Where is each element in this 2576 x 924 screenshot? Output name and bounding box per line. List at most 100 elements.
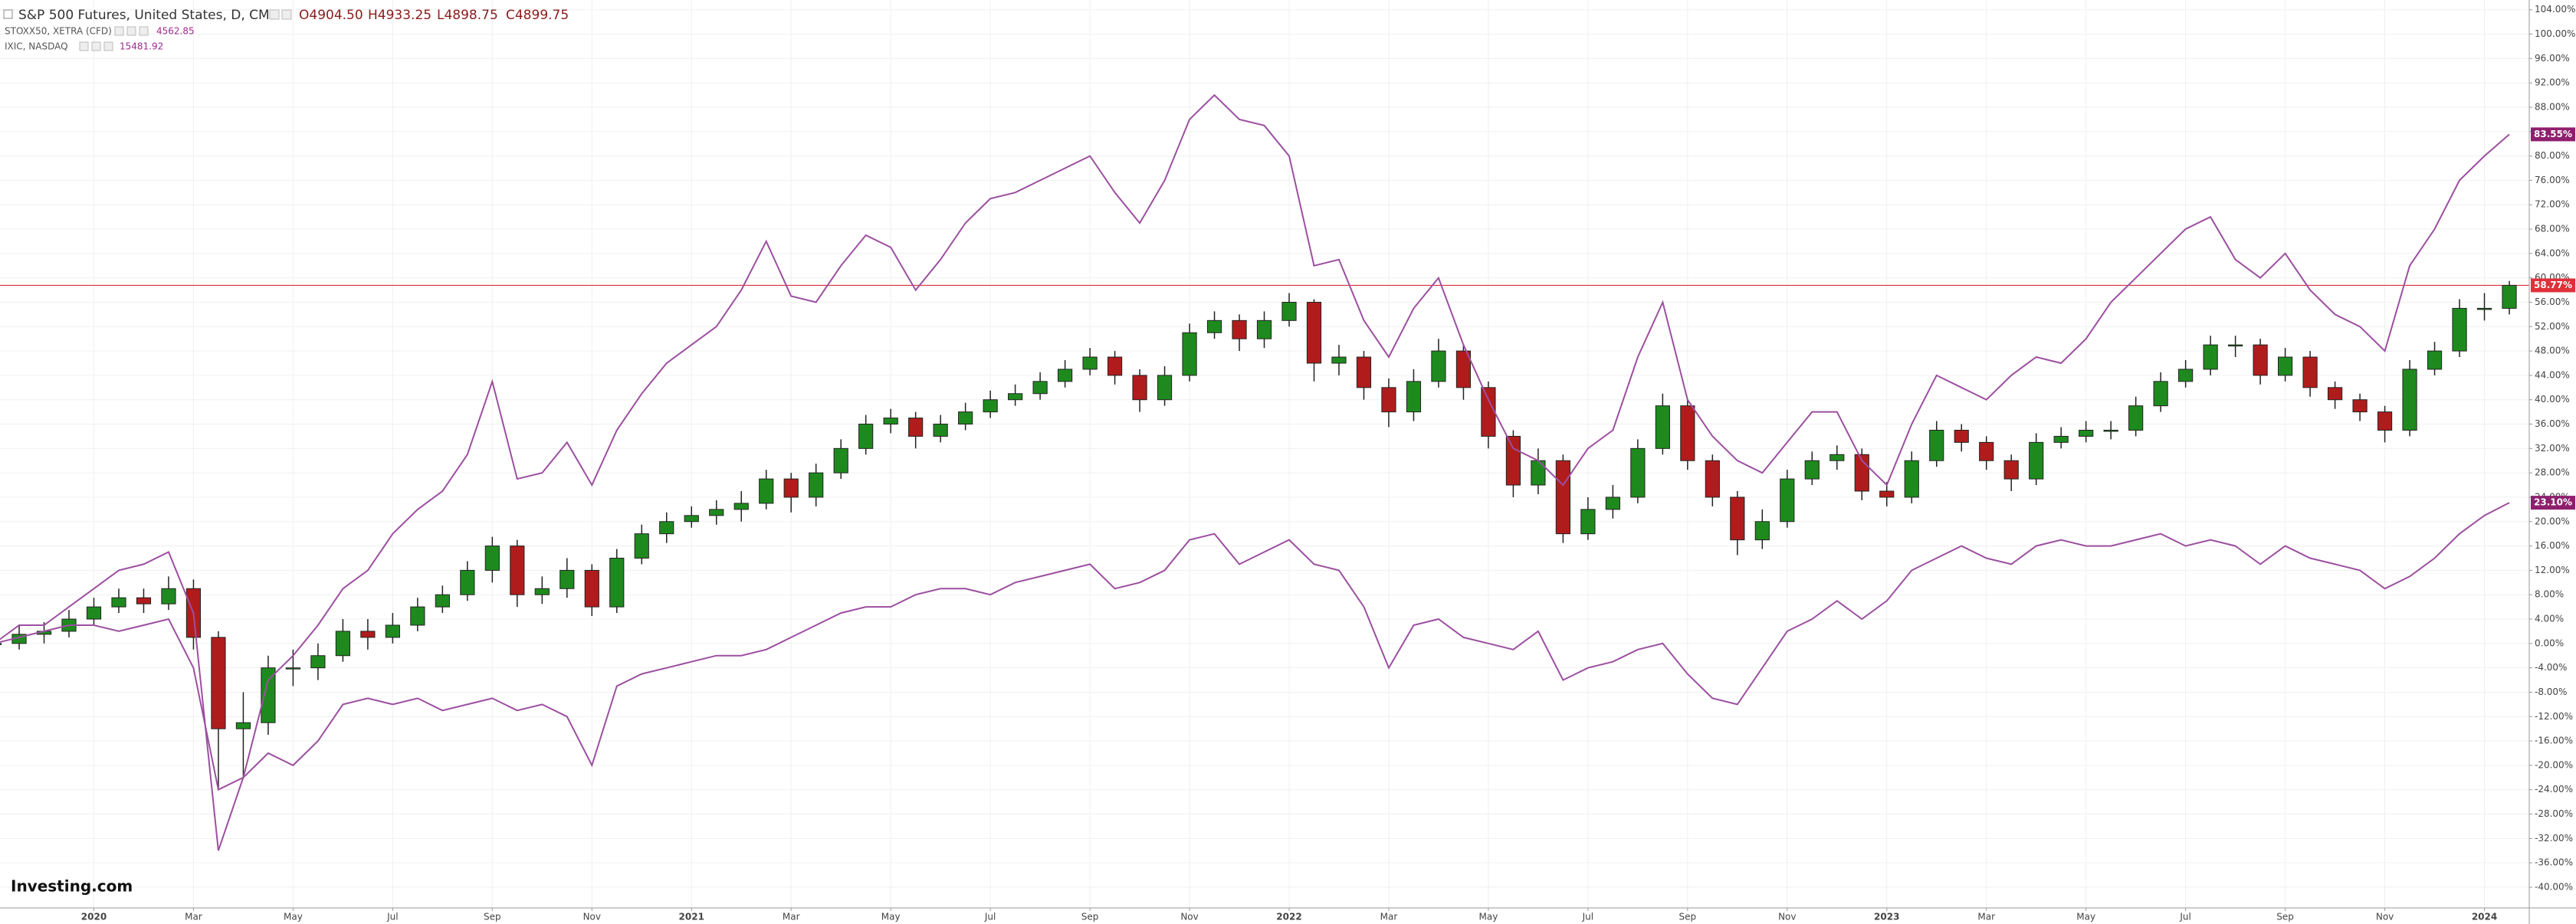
y-tick-label: -16.00% [2535,736,2573,746]
price-label: 58.77% [2534,280,2572,290]
legend-button[interactable] [269,9,280,20]
candle-body [484,546,500,571]
y-tick-label: 16.00% [2535,540,2570,551]
candle-body [609,557,625,608]
y-tick-label: 96.00% [2535,53,2570,64]
candle-body [659,521,674,535]
price-badge [2531,278,2575,293]
candle-body [235,722,251,729]
y-tick-label: 12.00% [2535,565,2570,575]
candle-body [1008,393,1023,401]
candle-body [1281,301,1297,321]
y-tick-label: 4.00% [2535,614,2564,624]
candle-body [0,643,2,645]
candle-body [1232,319,1247,339]
candle-body [1730,496,1745,541]
y-tick-label: 64.00% [2535,247,2570,258]
candle-body [1655,405,1670,449]
candle-body [435,594,450,608]
y-tick-label: -28.00% [2535,808,2573,819]
x-tick-label: 2021 [679,912,704,922]
y-tick-label: 48.00% [2535,346,2570,356]
candle-body [2153,381,2168,407]
candle-body [883,418,898,425]
candle-body [983,399,998,413]
legend-button[interactable] [114,26,124,36]
x-tick-label: Jul [2179,912,2190,922]
last-labels: 23.10% 83.55% 58.77% [2531,127,2575,510]
candle-body [908,418,924,437]
x-tick-label: Nov [583,912,601,922]
y-tick-label: 8.00% [2535,589,2564,600]
y-tick-label: 80.00% [2535,150,2570,161]
candle-body [1406,381,1422,413]
y-tick-label: 76.00% [2535,175,2570,185]
last-value-label: 23.10% [2534,497,2572,508]
x-tick-label: Jul [386,912,398,922]
y-tick-label: 68.00% [2535,224,2570,234]
legend-series-name: STOXX50, XETRA (CFD) [5,26,112,37]
candle-body [2452,307,2467,352]
candle-body [161,588,176,605]
x-tick-label: Mar [1977,912,1995,922]
collapse-icon[interactable] [3,9,13,19]
x-tick-label: May [881,912,901,922]
last-value-badge [2531,496,2575,510]
x-tick-label: May [1479,912,1498,922]
x-tick-label: Nov [1778,912,1796,922]
legend-series-quote: 4562.85 [156,26,195,37]
quote-high: H4933.25 [368,8,432,23]
candle-body [1132,375,1147,401]
quote-open: O4904.50 [299,8,363,23]
candle-body [833,447,848,473]
candle-body [1804,460,1820,480]
candle-body [510,546,525,595]
candle-body [1455,350,1472,388]
candle-body [1082,356,1098,370]
candle-body [2302,356,2318,388]
legend-button[interactable] [91,41,101,51]
x-tick-label: 2020 [81,912,107,922]
candle-body [1754,521,1770,541]
y-tick-label: -24.00% [2535,784,2573,795]
candle-body [1680,405,1695,461]
candle-body [1182,332,1197,376]
y-tick-label: 36.00% [2535,418,2570,429]
candle-body [2029,441,2044,480]
legend-button[interactable] [281,9,292,20]
candle-body [1032,381,1048,395]
legend-button[interactable] [139,26,149,36]
legend-main-title: S&P 500 Futures, United States, D, CME [18,8,277,23]
candle-body [1954,429,1969,443]
candle-body [858,424,874,449]
legend-button[interactable] [79,41,89,51]
legend-button[interactable] [103,41,113,51]
legend-button[interactable] [126,26,136,36]
x-tick-label: 2023 [1874,912,1899,922]
candle-body [709,509,724,516]
candle-body [1829,454,1845,461]
x-tick-label: 2024 [2472,912,2497,922]
candle-body [410,606,425,626]
candle-body [211,637,226,729]
candle-body [1979,441,1994,461]
candle-body [634,533,649,559]
candle-body [933,424,948,437]
candle-body [1107,356,1123,376]
candle-body [2253,344,2268,376]
candle-body [360,631,376,638]
candle-body [1580,509,1596,535]
candle-body [1356,356,1372,388]
y-tick-label: 88.00% [2535,101,2570,112]
x-tick-label: May [284,912,303,922]
quote-low: L4898.75 [437,8,498,23]
logo: Investing.com [11,877,133,896]
y-tick-label: 32.00% [2535,443,2570,454]
candle-body [111,597,126,608]
y-tick-label: -36.00% [2535,857,2573,868]
candle-body [460,569,475,595]
candle-body [1206,319,1222,333]
x-tick-label: Sep [484,912,501,922]
candle-body [2352,399,2368,413]
